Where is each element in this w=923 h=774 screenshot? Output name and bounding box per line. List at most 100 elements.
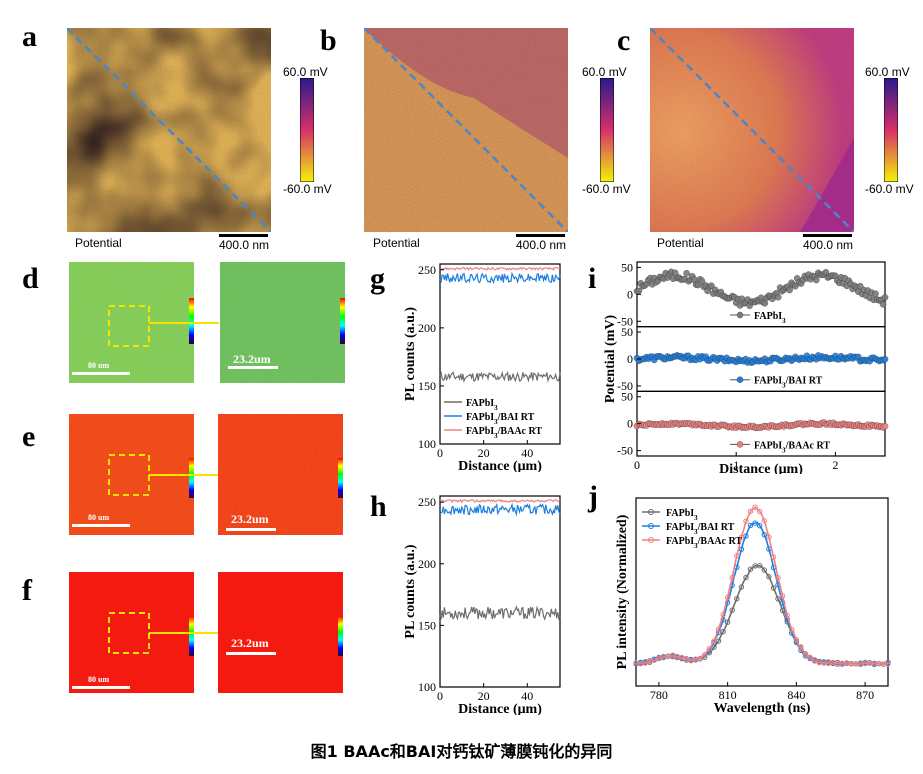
y-tick-label: 150 xyxy=(418,379,436,393)
legend-label-0: FAPbI3 xyxy=(666,508,698,522)
legend-marker-2 xyxy=(736,441,744,448)
scale-bar-f xyxy=(72,686,130,689)
x-tick-label: 0 xyxy=(437,689,443,703)
x-tick-label: 810 xyxy=(719,688,737,702)
x-tick-label: 840 xyxy=(787,688,805,702)
x-tick-label: 20 xyxy=(478,446,490,460)
connector-d xyxy=(149,322,219,324)
scale-bar-a xyxy=(219,234,268,237)
kpfm-image-b xyxy=(364,28,568,232)
data-point xyxy=(752,504,758,510)
scale-bar-b xyxy=(516,234,565,237)
data-point xyxy=(812,276,820,284)
scale-bar-f-zoom xyxy=(226,652,276,655)
legend-marker-1 xyxy=(648,523,654,529)
x-tick-label: 0 xyxy=(634,458,640,472)
x-axis-label: Distance (μm) xyxy=(458,702,542,715)
connector-f xyxy=(149,632,219,634)
colorbar-min-a: -60.0 mV xyxy=(283,182,332,196)
y-tick-label: -50 xyxy=(617,444,633,458)
y-tick-label: 200 xyxy=(418,557,436,571)
legend-label-2: FAPbI3/BAAc RT xyxy=(666,536,742,550)
figure-caption: 图1 BAAc和BAI对钙钛矿薄膜钝化的异同 xyxy=(310,742,613,761)
data-point xyxy=(881,422,889,430)
data-point xyxy=(711,638,717,644)
legend-label-2: FAPbI3/BAAc RT xyxy=(754,440,830,454)
scale-text-c: 400.0 nm xyxy=(803,238,854,252)
data-point xyxy=(798,645,804,651)
y-tick-label: 0 xyxy=(627,352,633,366)
panel-label-f: f xyxy=(22,574,32,607)
colorbar-b xyxy=(600,78,614,182)
x-axis-label: Distance (μm) xyxy=(719,462,803,474)
x-tick-label: 2 xyxy=(832,458,838,472)
colorbar-min-c: -60.0 mV xyxy=(865,182,914,196)
y-tick-label: 0 xyxy=(627,417,633,431)
pl-map-d xyxy=(69,262,194,383)
data-point xyxy=(747,508,754,514)
data-point xyxy=(708,282,715,290)
data-point xyxy=(802,651,809,658)
pl-zoom-f xyxy=(218,572,343,693)
pl-zoom-d xyxy=(220,262,345,383)
colorbar-a xyxy=(300,78,314,182)
data-point xyxy=(683,270,690,277)
x-tick-label: 20 xyxy=(478,689,490,703)
kpfm-image-c xyxy=(650,28,854,232)
data-point xyxy=(786,286,793,294)
chart-j: 780 810 840 870 Wavelength (ns) PL intensity … xyxy=(615,497,891,716)
legend-label-0: FAPbI3 xyxy=(754,311,786,325)
y-axis-label: Potential (mV) xyxy=(603,315,618,404)
series-line-2 xyxy=(439,266,561,271)
panel-label-d: d xyxy=(22,262,39,295)
plot-frame xyxy=(439,495,561,688)
scale-bar-e xyxy=(72,524,130,527)
potential-label-b: Potential xyxy=(373,236,420,250)
series-line-0 xyxy=(439,370,561,384)
legend-label-0: FAPbI3 xyxy=(466,398,498,412)
scale-text-d: 80 um xyxy=(88,361,110,370)
series-line-1 xyxy=(439,502,561,517)
y-tick-label: 50 xyxy=(621,325,633,339)
y-tick-label: 150 xyxy=(418,618,436,632)
y-axis-label: PL counts (a.u.) xyxy=(403,544,418,638)
scale-text-d-zoom: 23.2um xyxy=(233,352,271,366)
colorbar-c xyxy=(884,78,898,182)
y-tick-label: 100 xyxy=(418,680,436,694)
y-axis-label: PL intensity (Normalized) xyxy=(615,514,630,669)
data-point xyxy=(879,301,887,308)
legend-label-1: FAPbI3/BAI RT xyxy=(666,522,735,536)
series-line-0 xyxy=(439,605,561,621)
scale-bar-c xyxy=(803,234,852,237)
colorbar-max-b: 60.0 mV xyxy=(582,65,627,79)
legend-marker-1 xyxy=(736,376,744,383)
x-tick-label: 0 xyxy=(437,446,443,460)
y-tick-label: 100 xyxy=(418,437,436,451)
x-tick-label: 870 xyxy=(856,688,874,702)
legend-marker-0 xyxy=(736,311,744,319)
x-axis-label: Wavelength (ns) xyxy=(714,701,811,716)
scale-text-e-zoom: 23.2um xyxy=(231,512,269,526)
data-point xyxy=(775,596,781,602)
data-point xyxy=(747,566,754,572)
y-axis-label: PL counts (a.u.) xyxy=(403,307,418,401)
legend-label-2: FAPbI3/BAAc RT xyxy=(466,426,542,440)
colorbar-max-a: 60.0 mV xyxy=(283,65,328,79)
y-tick-label: 250 xyxy=(418,495,436,509)
legend-marker-2 xyxy=(648,537,654,543)
x-tick-label: 40 xyxy=(521,689,533,703)
series-line-2 xyxy=(439,498,561,504)
y-tick-label: 200 xyxy=(418,321,436,335)
data-point xyxy=(698,277,706,285)
x-tick-label: 40 xyxy=(521,446,533,460)
scale-bar-d-zoom xyxy=(228,366,278,369)
plot-frame xyxy=(439,263,561,445)
connector-e xyxy=(149,474,219,476)
pl-zoom-e xyxy=(218,414,343,535)
data-point xyxy=(885,661,891,667)
panel-label-b: b xyxy=(320,24,337,57)
y-tick-label: 0 xyxy=(627,287,633,301)
